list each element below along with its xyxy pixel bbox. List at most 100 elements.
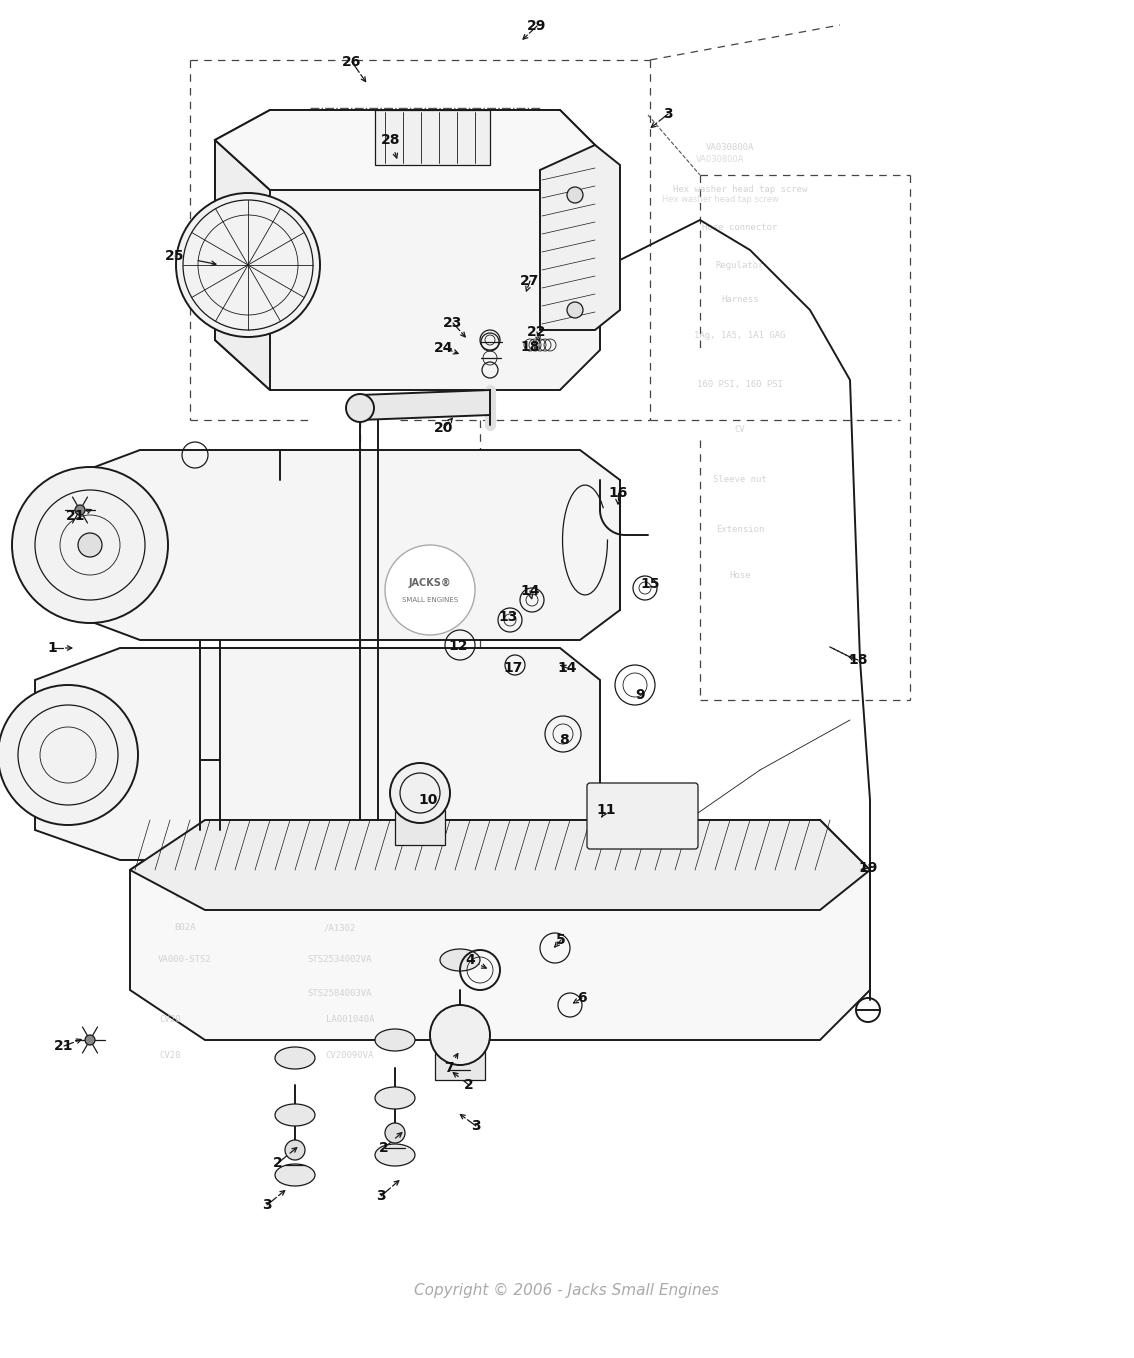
Circle shape bbox=[78, 532, 102, 557]
Text: B01A: B01A bbox=[175, 891, 196, 900]
Text: 19: 19 bbox=[858, 861, 878, 875]
Text: ST1252: ST1252 bbox=[169, 740, 201, 750]
Ellipse shape bbox=[375, 1143, 415, 1167]
Text: SMALL ENGINES: SMALL ENGINES bbox=[401, 598, 458, 603]
Text: 27: 27 bbox=[521, 274, 540, 288]
Circle shape bbox=[285, 1139, 305, 1160]
Polygon shape bbox=[375, 110, 490, 166]
Text: 16: 16 bbox=[608, 486, 628, 500]
Bar bbox=[435, 1050, 485, 1080]
Text: 1Ag, 1A5, 1A1 GAG: 1Ag, 1A5, 1A1 GAG bbox=[694, 330, 786, 340]
Polygon shape bbox=[215, 140, 270, 390]
Text: 2: 2 bbox=[273, 1156, 282, 1171]
Text: 9: 9 bbox=[635, 689, 645, 702]
Text: 21: 21 bbox=[54, 1039, 74, 1052]
Text: 3: 3 bbox=[472, 1119, 481, 1133]
Circle shape bbox=[450, 1046, 469, 1065]
Text: VA030700A: VA030700A bbox=[161, 826, 209, 835]
Text: Extension: Extension bbox=[716, 526, 764, 535]
Text: 28: 28 bbox=[381, 133, 400, 147]
Polygon shape bbox=[215, 110, 600, 390]
Text: CV: CV bbox=[735, 425, 745, 435]
Text: EC102P7: EC102P7 bbox=[167, 710, 204, 720]
Text: 20: 20 bbox=[434, 421, 454, 435]
Text: 18: 18 bbox=[521, 340, 540, 354]
Text: VA502A: VA502A bbox=[169, 857, 201, 866]
Text: LA001040A: LA001040A bbox=[325, 1016, 374, 1024]
Text: 8: 8 bbox=[559, 733, 569, 747]
Circle shape bbox=[430, 1005, 490, 1065]
Text: 17: 17 bbox=[503, 661, 523, 675]
Text: 2EC402P2: 2EC402P2 bbox=[319, 826, 362, 835]
Text: /A1302: /A1302 bbox=[324, 923, 356, 933]
Ellipse shape bbox=[276, 1164, 315, 1186]
Text: V8: V8 bbox=[179, 626, 191, 634]
Text: 3: 3 bbox=[663, 107, 672, 121]
Text: 10: 10 bbox=[418, 793, 438, 807]
Text: CV28: CV28 bbox=[159, 1051, 180, 1059]
Text: Hex washer head tap screw: Hex washer head tap screw bbox=[661, 196, 778, 205]
Text: Harness: Harness bbox=[721, 296, 759, 304]
Circle shape bbox=[75, 505, 85, 515]
Text: 12: 12 bbox=[448, 640, 467, 653]
Polygon shape bbox=[359, 390, 490, 420]
Polygon shape bbox=[540, 145, 620, 330]
Text: 5: 5 bbox=[556, 933, 566, 947]
Circle shape bbox=[12, 467, 168, 623]
Polygon shape bbox=[215, 110, 600, 190]
Text: 23: 23 bbox=[443, 316, 463, 330]
Text: 14: 14 bbox=[557, 661, 577, 675]
Text: STS2584003VA: STS2584003VA bbox=[307, 989, 372, 998]
Text: 18: 18 bbox=[848, 653, 868, 667]
Text: 25: 25 bbox=[166, 249, 185, 263]
Text: Sleeve nut: Sleeve nut bbox=[713, 475, 767, 485]
Text: 26: 26 bbox=[342, 56, 362, 69]
Ellipse shape bbox=[375, 1029, 415, 1051]
Text: 3: 3 bbox=[376, 1190, 386, 1203]
Text: 1AP: 1AP bbox=[177, 535, 193, 545]
Ellipse shape bbox=[440, 949, 480, 971]
Circle shape bbox=[386, 1123, 405, 1143]
Text: /A1302: /A1302 bbox=[324, 891, 356, 900]
Text: 15: 15 bbox=[641, 577, 660, 591]
Text: JACKS®: JACKS® bbox=[408, 579, 451, 588]
Text: Hex washer head tap screw: Hex washer head tap screw bbox=[672, 186, 807, 194]
Text: 7: 7 bbox=[445, 1061, 454, 1076]
Text: 1AP: 1AP bbox=[177, 565, 193, 574]
FancyBboxPatch shape bbox=[587, 784, 699, 849]
Circle shape bbox=[346, 394, 374, 422]
Text: Hose connector: Hose connector bbox=[702, 224, 778, 232]
Text: Hose: Hose bbox=[729, 570, 751, 580]
Text: 24: 24 bbox=[434, 341, 454, 354]
Text: 11: 11 bbox=[596, 803, 616, 818]
Ellipse shape bbox=[276, 1047, 315, 1069]
Ellipse shape bbox=[440, 1009, 480, 1031]
Circle shape bbox=[567, 187, 583, 202]
Ellipse shape bbox=[375, 1086, 415, 1109]
Text: 160 PSI, 160 PSI: 160 PSI, 160 PSI bbox=[697, 380, 782, 390]
Text: VACX02: VACX02 bbox=[324, 857, 356, 866]
Text: 29: 29 bbox=[527, 19, 547, 33]
Text: 2: 2 bbox=[464, 1078, 474, 1092]
Text: VA000-STS2: VA000-STS2 bbox=[158, 956, 212, 964]
Circle shape bbox=[390, 763, 450, 823]
Text: 4: 4 bbox=[465, 953, 475, 967]
Bar bbox=[395, 809, 445, 845]
Text: VA030800A: VA030800A bbox=[696, 156, 744, 164]
Ellipse shape bbox=[276, 1104, 315, 1126]
Text: VA030800A: VA030800A bbox=[705, 144, 754, 152]
Text: VA: VA bbox=[179, 596, 191, 604]
Text: 21: 21 bbox=[66, 509, 86, 523]
Text: VA: VA bbox=[179, 565, 191, 574]
Text: 13: 13 bbox=[498, 610, 518, 623]
Text: B02A: B02A bbox=[175, 923, 196, 933]
Text: 2: 2 bbox=[379, 1141, 389, 1156]
Text: Regulator: Regulator bbox=[716, 261, 764, 269]
Polygon shape bbox=[35, 648, 600, 860]
Circle shape bbox=[176, 193, 320, 337]
Text: CV20: CV20 bbox=[159, 1016, 180, 1024]
Circle shape bbox=[85, 1035, 95, 1046]
Text: V8: V8 bbox=[179, 596, 191, 604]
Text: 1: 1 bbox=[48, 641, 57, 655]
Text: Copyright © 2006 - Jacks Small Engines: Copyright © 2006 - Jacks Small Engines bbox=[415, 1282, 719, 1297]
